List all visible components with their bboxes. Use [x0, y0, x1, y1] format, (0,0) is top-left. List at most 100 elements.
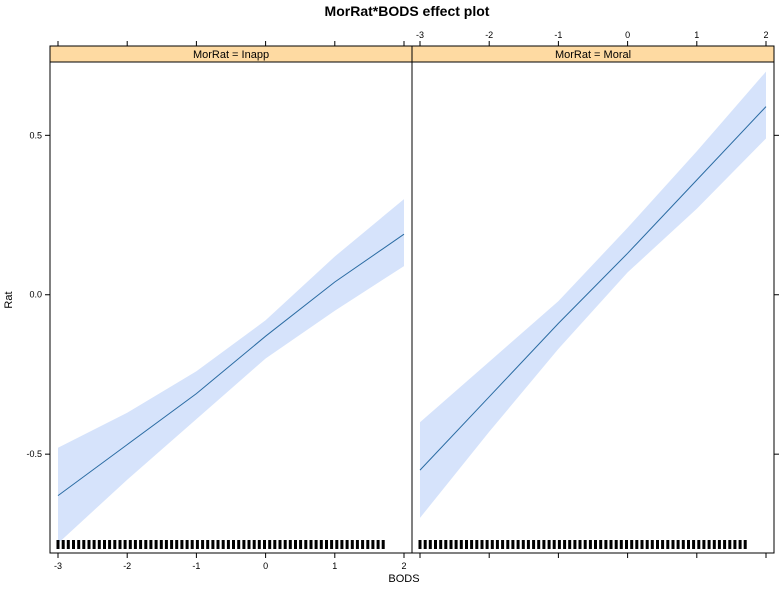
rug-tick [666, 540, 670, 549]
panels-group: MorRat = Inapp -3 -2 -1 0 1 2 MorRat = Moral -3 -… [26, 30, 779, 571]
x-tick-label: -2 [485, 30, 493, 40]
x-tick-label: -3 [416, 30, 424, 40]
rug [56, 540, 385, 549]
rug-tick [563, 540, 567, 549]
rug-tick [702, 540, 706, 549]
rug-tick [635, 540, 639, 549]
rug-tick [594, 540, 597, 549]
strip-label: MorRat = Inapp [193, 49, 269, 61]
rug-tick [133, 540, 137, 549]
strip-label: MorRat = Moral [555, 49, 631, 61]
rug-tick [170, 540, 174, 549]
fit-line [419, 106, 767, 471]
rug-tick [195, 540, 199, 549]
confidence-band [58, 199, 404, 544]
rug-tick [511, 540, 515, 549]
rug-tick [501, 540, 505, 549]
rug-tick [123, 540, 127, 549]
rug-tick [376, 540, 380, 549]
rug-tick [521, 540, 525, 549]
rug-tick [743, 540, 747, 549]
rug-tick [465, 540, 468, 549]
rug-tick [87, 540, 91, 549]
rug-tick [687, 540, 690, 549]
rug-tick [361, 540, 365, 549]
rug-tick [470, 540, 474, 549]
rug [418, 540, 747, 549]
rug-tick [671, 540, 675, 549]
rug-tick [681, 540, 685, 549]
y-tick-label: -0.5 [26, 449, 42, 459]
x-tick-label: -3 [54, 561, 62, 571]
rug-tick [283, 540, 287, 549]
rug-tick [185, 540, 189, 549]
rug-tick [661, 540, 665, 549]
rug-tick [113, 540, 117, 549]
rug-tick [480, 540, 484, 549]
rug-tick [159, 540, 163, 549]
rug-tick [366, 540, 370, 549]
rug-tick [707, 540, 711, 549]
rug-tick [221, 540, 225, 549]
rug-tick [154, 540, 158, 549]
rug-tick [428, 540, 432, 549]
rug-tick [350, 540, 354, 549]
rug-tick [190, 540, 194, 549]
rug-tick [273, 540, 277, 549]
rug-tick [216, 540, 220, 549]
rug-tick [619, 540, 623, 549]
rug-tick [490, 540, 494, 549]
rug-tick [139, 540, 143, 549]
rug-tick [257, 540, 261, 549]
rug-tick [325, 540, 328, 549]
rug-tick [206, 540, 210, 549]
rug-tick [645, 540, 649, 549]
rug-tick [697, 540, 701, 549]
rug-tick [614, 540, 618, 549]
y-axis-label: Rat [3, 291, 15, 308]
rug-tick [164, 540, 168, 549]
rug-tick [108, 540, 112, 549]
rug-tick [630, 540, 634, 549]
rug-tick [552, 540, 556, 549]
panel-2: MorRat = Moral -3 -2 -1 0 1 2 [411, 30, 775, 558]
rug-tick [381, 540, 385, 549]
rug-tick [288, 540, 292, 549]
x-tick-label: 2 [763, 30, 768, 40]
rug-tick [92, 540, 96, 549]
rug-tick [128, 540, 132, 549]
x-tick-label: 0 [263, 561, 268, 571]
rug-tick [712, 540, 716, 549]
x-axis-label: BODS [388, 573, 419, 585]
rug-tick [314, 540, 318, 549]
rug-tick [242, 540, 246, 549]
rug-tick [526, 540, 530, 549]
rug-tick [56, 540, 60, 549]
rug-tick [252, 540, 256, 549]
rug-tick [299, 540, 303, 549]
fit-line [57, 233, 405, 497]
rug-tick [263, 540, 266, 549]
rug-tick [609, 540, 613, 549]
rug-tick [454, 540, 458, 549]
rug-tick [82, 540, 86, 549]
rug-tick [733, 540, 737, 549]
y-tick-label: 0.0 [29, 290, 42, 300]
rug-tick [72, 540, 75, 549]
rug-tick [103, 540, 106, 549]
rug-tick [304, 540, 308, 549]
chart-title: MorRat*BODS effect plot [325, 3, 490, 19]
rug-tick [294, 540, 297, 549]
rug-tick [97, 540, 101, 549]
rug-tick [650, 540, 654, 549]
rug-tick [656, 540, 659, 549]
rug-tick [61, 540, 65, 549]
rug-tick [201, 540, 205, 549]
x-tick-label: 1 [332, 561, 337, 571]
rug-tick [355, 540, 359, 549]
rug-tick [268, 540, 272, 549]
rug-tick [475, 540, 479, 549]
rug-tick [568, 540, 572, 549]
rug-tick [449, 540, 453, 549]
rug-tick [434, 540, 437, 549]
